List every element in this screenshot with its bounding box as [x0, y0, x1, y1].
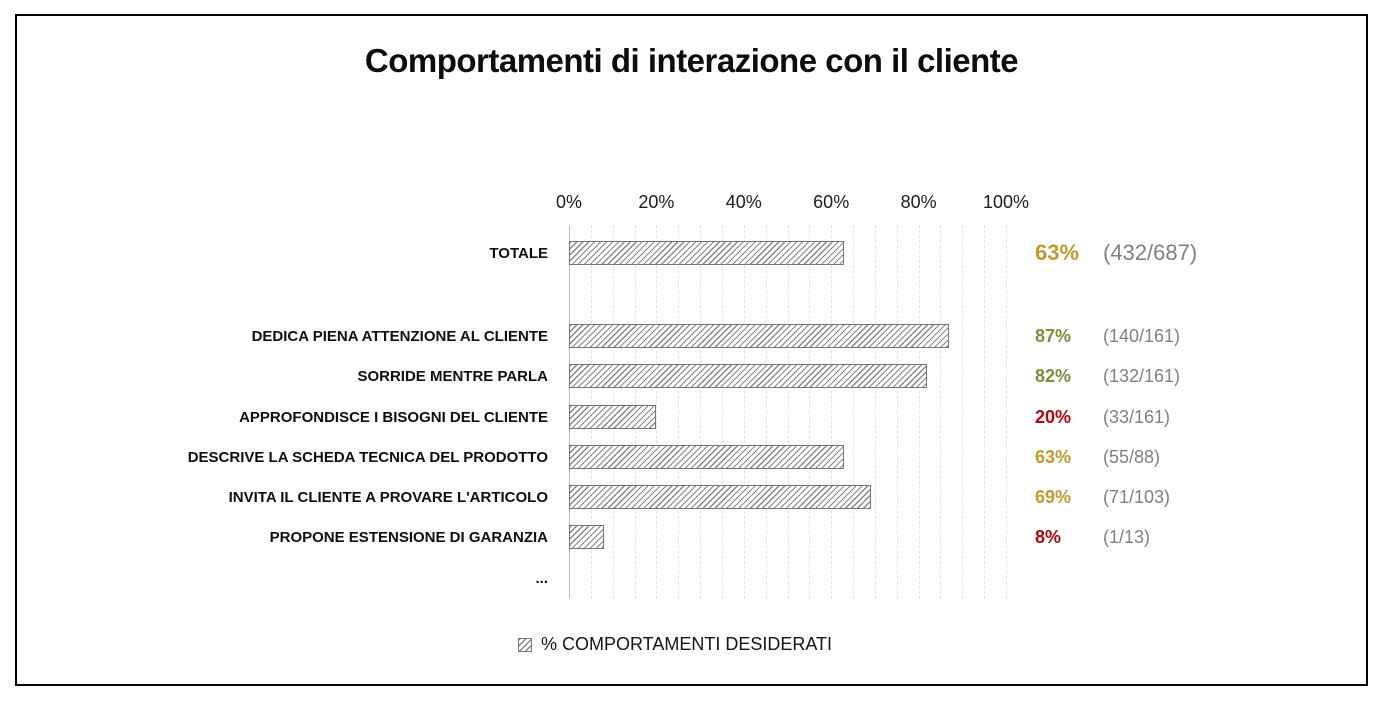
gridline	[984, 225, 986, 599]
value-fraction-label: (132/161)	[1103, 365, 1181, 386]
bar	[569, 364, 927, 388]
gridline	[700, 225, 702, 599]
category-label: DESCRIVE LA SCHEDA TECNICA DEL PRODOTTO	[187, 448, 548, 466]
gridline	[874, 225, 876, 599]
value-percent-label: 69%	[1035, 486, 1072, 507]
value-percent-label: 87%	[1035, 325, 1072, 346]
value-fraction-label: (1/13)	[1103, 526, 1151, 547]
x-axis-tick-label: 0%	[555, 192, 583, 212]
gridline	[831, 225, 833, 599]
legend: % COMPORTAMENTI DESIDERATI	[518, 634, 832, 655]
category-label: PROPONE ESTENSIONE DI GARANZIA	[269, 528, 548, 546]
bar	[569, 485, 871, 509]
value-percent-label: 82%	[1035, 365, 1072, 386]
value-percent-label: 20%	[1035, 406, 1072, 427]
value-fraction-label: (432/687)	[1103, 240, 1198, 265]
value-fraction-label: (33/161)	[1103, 406, 1171, 427]
category-label: SORRIDE MENTRE PARLA	[357, 367, 548, 385]
gridline	[853, 225, 855, 599]
bar	[569, 405, 656, 429]
gridline	[787, 225, 789, 599]
x-axis-tick-label: 100%	[982, 192, 1030, 212]
chart-title: Comportamenti di interazione con il clie…	[364, 42, 1019, 79]
value-percent-label: 63%	[1035, 240, 1080, 265]
bar	[569, 445, 844, 469]
gridline	[721, 225, 723, 599]
x-axis-tick-label: 60%	[813, 192, 850, 212]
value-percent-label: 63%	[1035, 446, 1072, 467]
value-fraction-label: (71/103)	[1103, 486, 1171, 507]
category-label: INVITA IL CLIENTE A PROVARE L'ARTICOLO	[228, 488, 548, 506]
gridline	[656, 225, 658, 599]
gridline	[940, 225, 942, 599]
category-label: DEDICA PIENA ATTENZIONE AL CLIENTE	[251, 327, 548, 345]
bar	[569, 525, 604, 549]
chart-border-frame	[15, 14, 1368, 686]
gridline	[765, 225, 767, 599]
x-axis-tick-label: 20%	[638, 192, 675, 212]
gridline	[1006, 225, 1007, 599]
gridline	[743, 225, 745, 599]
gridline	[678, 225, 680, 599]
category-label: ...	[535, 569, 548, 587]
gridline	[809, 225, 811, 599]
legend-label: % COMPORTAMENTI DESIDERATI	[541, 634, 833, 654]
value-percent-label: 8%	[1035, 526, 1062, 547]
bar	[569, 241, 844, 265]
bar	[569, 324, 949, 348]
gridline	[896, 225, 898, 599]
value-fraction-label: (55/88)	[1103, 446, 1161, 467]
category-label: TOTALE	[489, 244, 548, 262]
legend-swatch-icon	[518, 637, 532, 652]
x-axis-tick-label: 40%	[725, 192, 762, 212]
x-axis-tick-label: 80%	[900, 192, 937, 212]
gridline	[962, 225, 964, 599]
gridline	[918, 225, 920, 599]
value-fraction-label: (140/161)	[1103, 325, 1181, 346]
category-label: APPROFONDISCE I BISOGNI DEL CLIENTE	[239, 408, 548, 426]
